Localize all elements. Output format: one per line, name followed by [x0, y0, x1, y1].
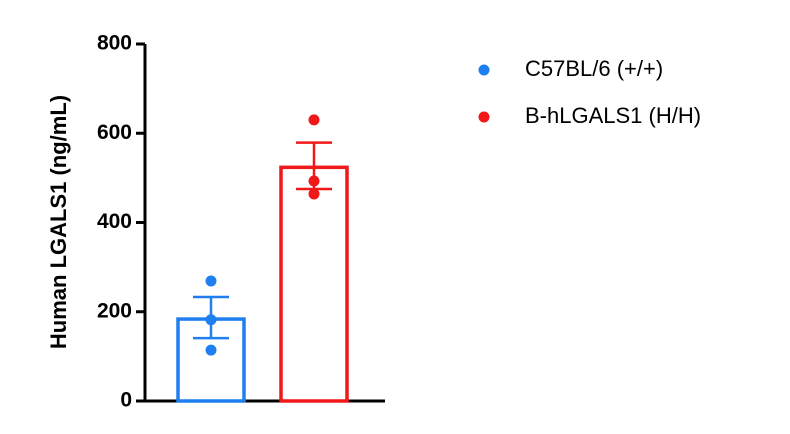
data-point — [205, 314, 217, 326]
y-tick-label: 0 — [120, 389, 132, 412]
y-axis-label: Human LGALS1 (ng/mL) — [46, 95, 71, 349]
data-point — [308, 188, 320, 200]
y-tick-label: 800 — [97, 32, 132, 55]
y-tick-label: 400 — [97, 210, 132, 233]
data-point — [308, 114, 320, 126]
legend-label: C57BL/6 (+/+) — [525, 56, 663, 81]
y-tick-label: 200 — [97, 299, 132, 322]
legend-marker — [478, 64, 490, 76]
data-point — [308, 175, 320, 187]
legend-marker — [478, 111, 490, 123]
data-point — [205, 344, 217, 356]
data-point — [205, 275, 217, 287]
y-tick-label: 600 — [97, 121, 132, 144]
bar — [279, 165, 349, 403]
legend-label: B-hLGALS1 (H/H) — [525, 103, 701, 128]
